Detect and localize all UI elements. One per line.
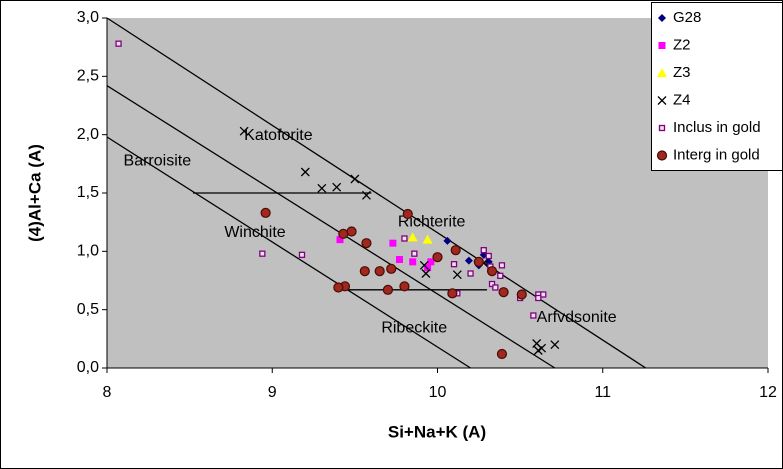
point	[395, 256, 403, 263]
point	[427, 258, 435, 266]
point	[516, 289, 527, 300]
point	[333, 282, 344, 293]
legend-label: G28	[673, 9, 701, 26]
point	[497, 272, 504, 279]
field-label: Arfvdsonite	[537, 309, 617, 326]
point	[498, 287, 509, 298]
y-tick-label: 0,0	[77, 359, 99, 376]
field-label: Richterite	[398, 213, 466, 230]
point	[480, 247, 487, 254]
legend-label: Inclus in gold	[673, 119, 761, 136]
point	[115, 40, 122, 47]
point	[399, 281, 410, 292]
point	[464, 256, 473, 265]
legend-box	[651, 2, 783, 171]
point	[488, 280, 496, 288]
point	[496, 348, 508, 360]
point	[382, 284, 394, 295]
point	[300, 167, 310, 177]
x-tick-label: 9	[268, 384, 277, 401]
point	[409, 258, 417, 266]
reference-line	[106, 136, 471, 369]
point	[350, 174, 360, 184]
point	[485, 252, 492, 260]
point	[419, 260, 429, 270]
y-tick-label: 2,0	[77, 126, 99, 143]
reference-line	[106, 85, 556, 369]
point	[422, 234, 433, 244]
legend-marker	[658, 42, 666, 49]
point	[386, 263, 397, 274]
point	[530, 312, 537, 319]
x-tick-label: 10	[429, 384, 447, 401]
point	[498, 262, 506, 269]
point	[452, 270, 462, 280]
point	[421, 269, 431, 278]
field-label: Winchite	[224, 224, 285, 241]
y-tick-label: 0,5	[77, 301, 99, 318]
x-tick-label: 11	[594, 384, 611, 401]
point	[239, 126, 249, 136]
legend-label: Z4	[673, 91, 691, 108]
field-label: Katoforite	[244, 127, 313, 144]
point	[492, 284, 499, 291]
point	[402, 208, 413, 220]
legend-marker	[658, 124, 666, 132]
point	[447, 288, 458, 299]
point	[259, 250, 266, 257]
point	[537, 343, 547, 353]
y-axis-title: (4)Al+Ca (A)	[25, 144, 44, 242]
reference-line	[106, 17, 647, 369]
legend-label: Z3	[673, 64, 691, 81]
legend-marker	[658, 14, 666, 22]
point	[407, 232, 418, 242]
legend-marker	[657, 68, 667, 77]
field-label: Barroisite	[124, 153, 192, 170]
legend-label: Z2	[673, 36, 691, 53]
point	[401, 235, 408, 242]
point	[361, 190, 371, 200]
point	[550, 340, 560, 350]
point	[298, 251, 306, 258]
point	[535, 294, 542, 302]
point	[361, 238, 372, 249]
point	[411, 250, 418, 257]
x-tick-label: 12	[759, 384, 777, 401]
x-axis-title: Si+Na+K (A)	[388, 422, 486, 441]
legend-marker	[656, 150, 668, 161]
point	[346, 226, 357, 237]
point	[424, 264, 432, 272]
legend-label: Interg in gold	[673, 146, 760, 163]
y-tick-label: 1,0	[77, 243, 99, 260]
field-label: Ribeckite	[381, 320, 447, 337]
point	[450, 261, 458, 268]
x-tick-label: 8	[103, 384, 112, 401]
point	[336, 236, 344, 244]
point	[332, 182, 342, 192]
legend-marker	[657, 96, 667, 105]
point	[540, 291, 547, 298]
point	[473, 256, 484, 267]
point	[467, 270, 474, 277]
point	[450, 245, 461, 256]
point	[432, 252, 443, 263]
point	[260, 207, 271, 218]
point	[389, 239, 397, 247]
point	[317, 183, 327, 193]
point	[359, 266, 370, 277]
y-tick-label: 3,0	[77, 9, 99, 26]
y-tick-label: 2,5	[77, 68, 99, 85]
point	[443, 236, 452, 245]
point	[374, 266, 385, 277]
point	[486, 266, 498, 277]
point	[338, 228, 349, 239]
y-tick-label: 1,5	[77, 184, 99, 201]
